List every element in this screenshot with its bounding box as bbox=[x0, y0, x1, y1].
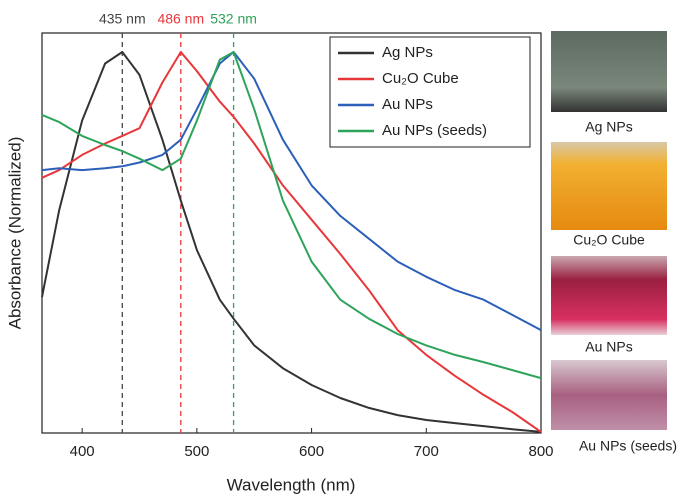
photo bbox=[551, 256, 667, 335]
legend-label: Au NPs (seeds) bbox=[382, 122, 487, 139]
photo-label: Au NPs bbox=[585, 339, 632, 355]
photo bbox=[551, 31, 667, 112]
photo-label: Ag NPs bbox=[585, 119, 632, 135]
legend-label: Ag NPs bbox=[382, 44, 433, 61]
x-tick-label: 400 bbox=[70, 443, 95, 460]
x-tick-label: 700 bbox=[414, 443, 439, 460]
peak-label: 532 nm bbox=[210, 11, 257, 27]
x-axis-label: Wavelength (nm) bbox=[227, 475, 356, 494]
series-line bbox=[41, 51, 542, 433]
photo bbox=[551, 142, 667, 230]
legend: Ag NPs Cu₂O Cube Au NPs Au NPs (seeds) bbox=[329, 36, 531, 148]
peak-label: 435 nm bbox=[99, 11, 146, 27]
photo-label: Cu₂O Cube bbox=[573, 232, 645, 248]
series-line bbox=[41, 51, 542, 433]
x-tick-label: 600 bbox=[299, 443, 324, 460]
series-line bbox=[41, 51, 542, 380]
x-tick-label: 500 bbox=[184, 443, 209, 460]
legend-label: Cu₂O Cube bbox=[382, 70, 459, 87]
x-tick-label: 800 bbox=[528, 443, 553, 460]
series-line bbox=[41, 51, 542, 331]
plot-frame bbox=[41, 32, 542, 434]
photo-label: Au NPs (seeds) bbox=[579, 438, 677, 454]
photo bbox=[551, 360, 667, 430]
legend-label: Au NPs bbox=[382, 96, 433, 113]
y-axis-label: Absorbance (Normalized) bbox=[5, 137, 24, 330]
peak-label: 486 nm bbox=[157, 11, 204, 27]
legend-box bbox=[329, 36, 531, 148]
